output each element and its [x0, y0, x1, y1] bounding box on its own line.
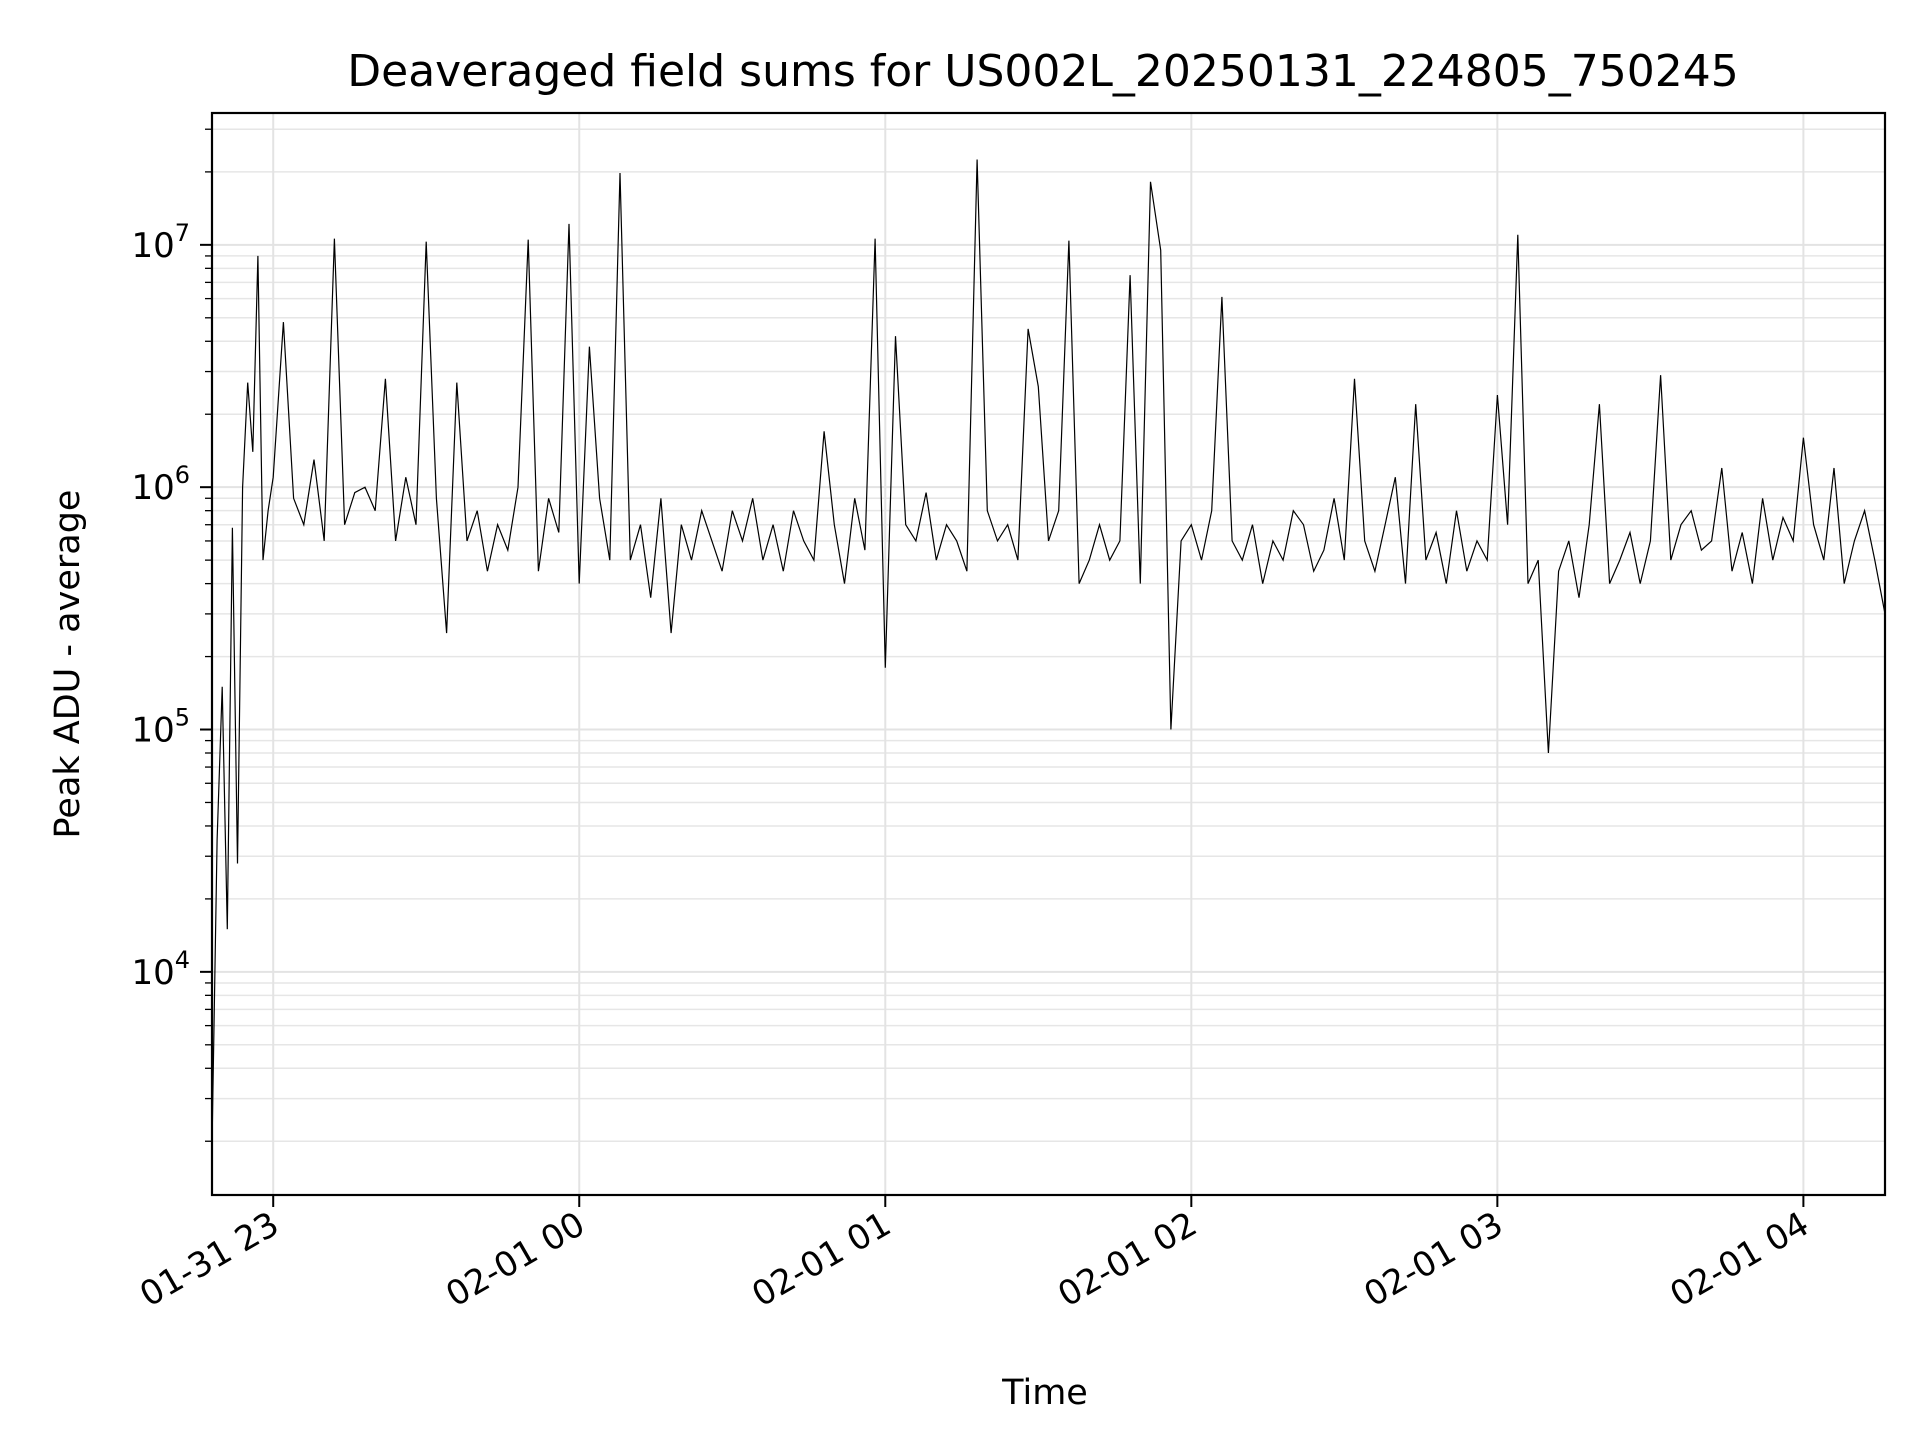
- x-axis-label: Time: [1001, 1373, 1088, 1413]
- y-tick-label: 106: [131, 461, 190, 508]
- y-tick-label: 105: [131, 704, 190, 751]
- y-tick-label: 104: [131, 946, 190, 993]
- y-tick-label-base: 10: [131, 953, 174, 993]
- y-tick-label-exponent: 6: [175, 461, 190, 489]
- chart-title: Deaveraged field sums for US002L_2025013…: [347, 46, 1739, 97]
- y-tick-label: 107: [131, 219, 190, 266]
- y-tick-label-exponent: 7: [175, 219, 190, 247]
- grid: [212, 113, 1885, 1195]
- series-line-0: [211, 159, 1886, 1147]
- y-tick-label-base: 10: [131, 468, 174, 508]
- plot-frame: [210, 111, 1887, 1197]
- y-tick-label-base: 10: [131, 711, 174, 751]
- y-tick-label-exponent: 5: [175, 704, 190, 732]
- y-tick-label-exponent: 4: [175, 946, 190, 974]
- y-axis-label: Peak ADU - average: [48, 490, 88, 839]
- y-tick-label-base: 10: [131, 226, 174, 266]
- series-layer: [211, 159, 1886, 1147]
